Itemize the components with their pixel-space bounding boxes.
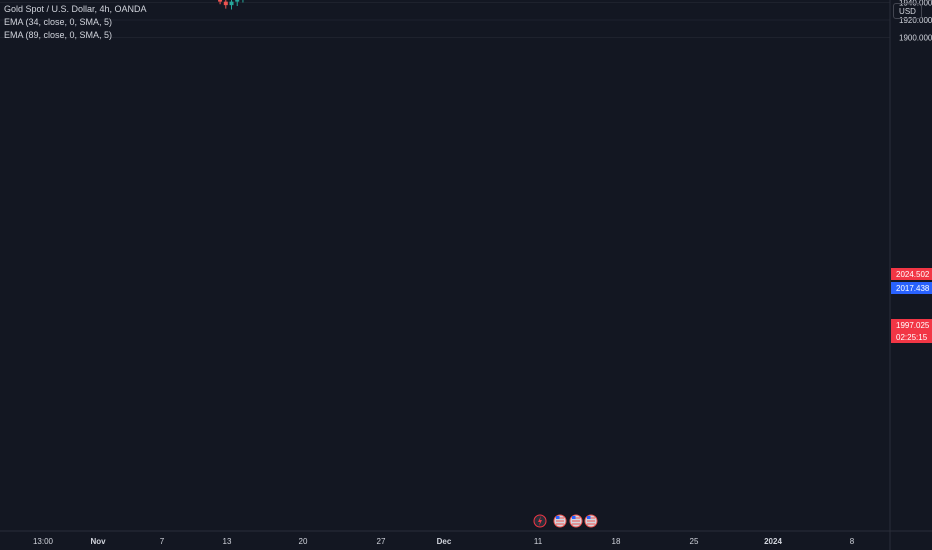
x-tick-label: 25 xyxy=(690,537,699,546)
ema89-legend[interactable]: EMA (89, close, 0, SMA, 5) xyxy=(4,30,113,40)
x-tick-label: 2024 xyxy=(764,537,782,546)
us-flag-icon[interactable] xyxy=(553,514,567,528)
price-tag-ema34: 2024.502 xyxy=(891,268,932,280)
x-tick-label: Nov xyxy=(90,537,106,546)
us-flag-icon[interactable] xyxy=(569,514,583,528)
x-tick-label: Dec xyxy=(437,537,452,546)
x-tick-label: 8 xyxy=(850,537,855,546)
price-tag-label: 02:25:15 xyxy=(896,333,928,342)
x-tick-label: 20 xyxy=(299,537,308,546)
lightning-icon[interactable] xyxy=(533,514,547,528)
symbol-title[interactable]: Gold Spot / U.S. Dollar, 4h, OANDA xyxy=(4,4,147,14)
price-tag-label: 2017.438 xyxy=(896,284,930,293)
lightning-glyph xyxy=(538,516,542,526)
currency-button[interactable]: USD xyxy=(893,3,922,19)
y-tick-label: 1900.000 xyxy=(899,33,932,42)
x-tick-label: 27 xyxy=(377,537,386,546)
price-tag-ema89: 2017.438 xyxy=(891,282,932,294)
candle-body xyxy=(223,1,228,6)
chart-legend: Gold Spot / U.S. Dollar, 4h, OANDA EMA (… xyxy=(4,3,147,42)
price-tag-bg xyxy=(891,319,932,331)
x-tick-label: 13:00 xyxy=(33,537,54,546)
price-tag-bg xyxy=(891,282,932,294)
flag-canton xyxy=(587,516,591,519)
candle-body xyxy=(218,0,223,2)
candle-body xyxy=(229,1,234,6)
flag-canton xyxy=(556,516,560,519)
ema34-legend[interactable]: EMA (34, close, 0, SMA, 5) xyxy=(4,17,113,27)
price-tag-countdown: 02:25:15 xyxy=(891,331,932,343)
flag-canton xyxy=(572,516,576,519)
price-tag-price: 1997.025 xyxy=(891,319,932,331)
price-tag-label: 2024.502 xyxy=(896,270,930,279)
x-tick-label: 11 xyxy=(534,537,543,546)
price-tag-bg xyxy=(891,268,932,280)
x-tick-label: 18 xyxy=(612,537,621,546)
candle-body xyxy=(235,0,240,2)
x-tick-label: 13 xyxy=(223,537,232,546)
y-tick-label: 1920.000 xyxy=(899,16,932,25)
price-tag-bg xyxy=(891,331,932,343)
us-flag-icon[interactable] xyxy=(584,514,598,528)
price-tag-label: 1997.025 xyxy=(896,321,930,330)
x-tick-label: 7 xyxy=(160,537,165,546)
